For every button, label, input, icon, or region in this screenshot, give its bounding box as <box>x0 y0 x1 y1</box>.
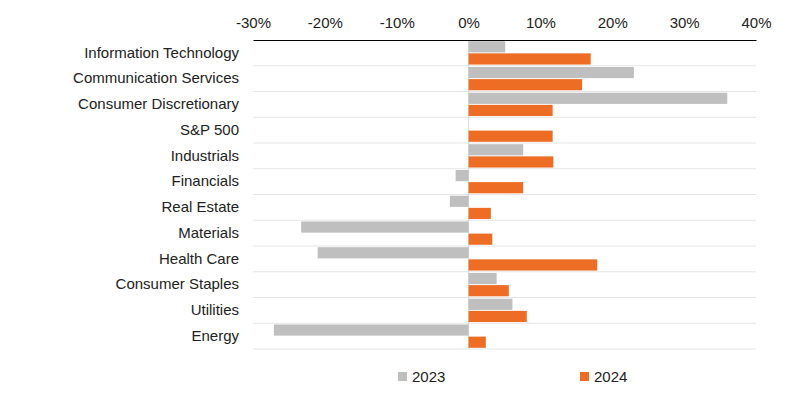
category-label: Utilities <box>191 301 239 318</box>
tick-label: 0% <box>458 14 480 31</box>
tick: 0% <box>458 14 480 40</box>
category-label: Industrials <box>171 147 239 164</box>
tick: 10% <box>526 14 556 40</box>
grid-line <box>253 323 756 324</box>
series-bars <box>469 53 598 347</box>
bar <box>469 93 728 104</box>
category-label: Materials <box>178 224 239 241</box>
bar <box>318 247 469 258</box>
tick-label: -30% <box>236 14 271 31</box>
tick: Communication Services <box>73 69 253 86</box>
bar <box>469 105 553 116</box>
tick: -30% <box>236 14 271 40</box>
bar <box>469 144 524 155</box>
bar <box>450 196 469 207</box>
tick: -10% <box>380 14 415 40</box>
grid-line <box>253 271 756 272</box>
tick: Real Estate <box>161 198 253 215</box>
bar <box>469 285 509 296</box>
grid-line <box>253 194 756 195</box>
bars <box>274 41 727 348</box>
grid-line <box>253 246 756 247</box>
tick: Energy <box>191 327 253 344</box>
bar <box>469 259 598 270</box>
tick-label: -10% <box>380 14 415 31</box>
legend-label: 2023 <box>412 368 445 385</box>
tick: 40% <box>741 14 771 40</box>
series-bars <box>274 41 727 335</box>
category-label: Communication Services <box>73 69 239 86</box>
legend-swatch <box>398 372 407 381</box>
category-label: Real Estate <box>161 198 239 215</box>
tick: Utilities <box>191 301 253 318</box>
tick-label: 30% <box>670 14 700 31</box>
bar <box>469 337 486 348</box>
tick: Financials <box>171 172 253 189</box>
bar <box>468 118 469 129</box>
legend: 2023 2024 <box>398 368 627 385</box>
grid-line <box>253 91 756 92</box>
legend-item: 2024 <box>580 368 627 385</box>
bar <box>469 53 591 64</box>
bar <box>469 273 497 284</box>
tick: Consumer Discretionary <box>78 95 253 112</box>
bar <box>469 311 527 322</box>
tick: Consumer Staples <box>116 275 253 292</box>
legend-item: 2023 <box>398 368 445 385</box>
grid-line <box>253 349 756 350</box>
bar <box>469 131 553 142</box>
bar <box>469 208 491 219</box>
bar <box>469 234 493 245</box>
axis-line <box>254 40 757 41</box>
bar <box>301 221 468 232</box>
tick: S&P 500 <box>180 121 253 138</box>
tick: Health Care <box>159 250 253 267</box>
tick: Industrials <box>171 147 253 164</box>
tick: Information Technology <box>84 44 253 61</box>
grid-line <box>253 117 756 118</box>
category-label: Health Care <box>159 250 239 267</box>
bar <box>456 170 469 181</box>
grid-line <box>253 65 756 66</box>
tick: Materials <box>178 224 253 241</box>
bar <box>274 324 469 335</box>
bar <box>469 182 524 193</box>
grid <box>253 66 756 349</box>
grid-line <box>253 143 756 144</box>
legend-swatch <box>580 372 589 381</box>
tick-label: -20% <box>308 14 343 31</box>
bar <box>469 67 634 78</box>
tick: -20% <box>308 14 343 40</box>
tick-label: 20% <box>598 14 628 31</box>
chart: -30% -20% -10% 0% 10% 20% 30% 40% Information Te… <box>0 0 800 393</box>
legend-label: 2024 <box>594 368 627 385</box>
tick-label: 40% <box>741 14 771 31</box>
category-label: Information Technology <box>84 44 239 61</box>
category-label: Consumer Staples <box>116 275 239 292</box>
grid-line <box>253 168 756 169</box>
bar <box>469 79 583 90</box>
bar <box>469 156 554 167</box>
category-label: Consumer Discretionary <box>78 95 239 112</box>
x-axis: -30% -20% -10% 0% 10% 20% 30% 40% <box>236 14 772 41</box>
tick-label: 10% <box>526 14 556 31</box>
category-label: S&P 500 <box>180 121 239 138</box>
category-label: Financials <box>171 172 239 189</box>
tick: 30% <box>670 14 700 40</box>
bar <box>469 299 513 310</box>
category-label: Energy <box>191 327 239 344</box>
y-axis: Information Technology Communication Serv… <box>73 44 253 344</box>
tick: 20% <box>598 14 628 40</box>
grid-line <box>253 220 756 221</box>
grid-line <box>253 297 756 298</box>
bar <box>469 41 506 52</box>
